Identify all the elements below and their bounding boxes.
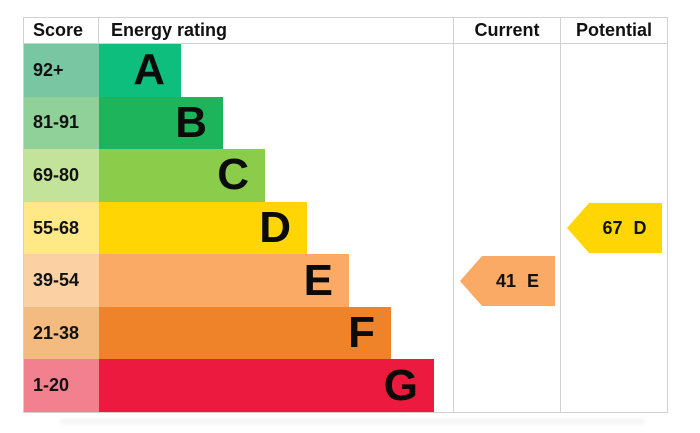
band-rows: 92+ A 81-91 B 69-80 C 55-68 D 39-54 E 21… (24, 44, 667, 413)
potential-column-header: Potential (560, 18, 667, 43)
band-bar-a: A (99, 44, 181, 97)
band-bar-c: C (99, 149, 265, 202)
potential-column-divider (560, 18, 561, 412)
score-range-d: 55-68 (24, 201, 99, 255)
score-range-c: 69-80 (24, 149, 99, 202)
energy-rating-column-header: Energy rating (111, 20, 228, 40)
chart-drop-shadow (60, 420, 645, 423)
band-bar-e: E (99, 254, 349, 307)
band-row-g: 1-20 G (24, 359, 667, 413)
band-row-f: 21-38 F (24, 306, 667, 360)
current-column-header: Current (453, 18, 560, 43)
score-column-header: Score (24, 18, 99, 43)
epc-rating-chart: Score Energy rating Current Potential 92… (23, 17, 668, 413)
chart-header-row: Score Energy rating Current Potential (24, 18, 667, 44)
band-row-c: 69-80 C (24, 149, 667, 202)
score-range-g: 1-20 (24, 359, 99, 413)
score-range-b: 81-91 (24, 96, 99, 150)
band-row-b: 81-91 B (24, 96, 667, 150)
band-row-d: 55-68 D (24, 201, 667, 255)
score-range-a: 92+ (24, 44, 99, 97)
current-rating-arrow: 41 E (460, 256, 555, 306)
score-range-f: 21-38 (24, 306, 99, 360)
band-row-e: 39-54 E (24, 254, 667, 307)
band-row-a: 92+ A (24, 44, 667, 97)
current-column-divider (453, 18, 454, 412)
band-bar-g: G (99, 359, 434, 413)
potential-rating-arrow: 67 D (567, 203, 662, 253)
band-bar-f: F (99, 306, 391, 360)
band-bar-b: B (99, 96, 223, 150)
score-range-e: 39-54 (24, 254, 99, 307)
band-bar-d: D (99, 201, 307, 255)
